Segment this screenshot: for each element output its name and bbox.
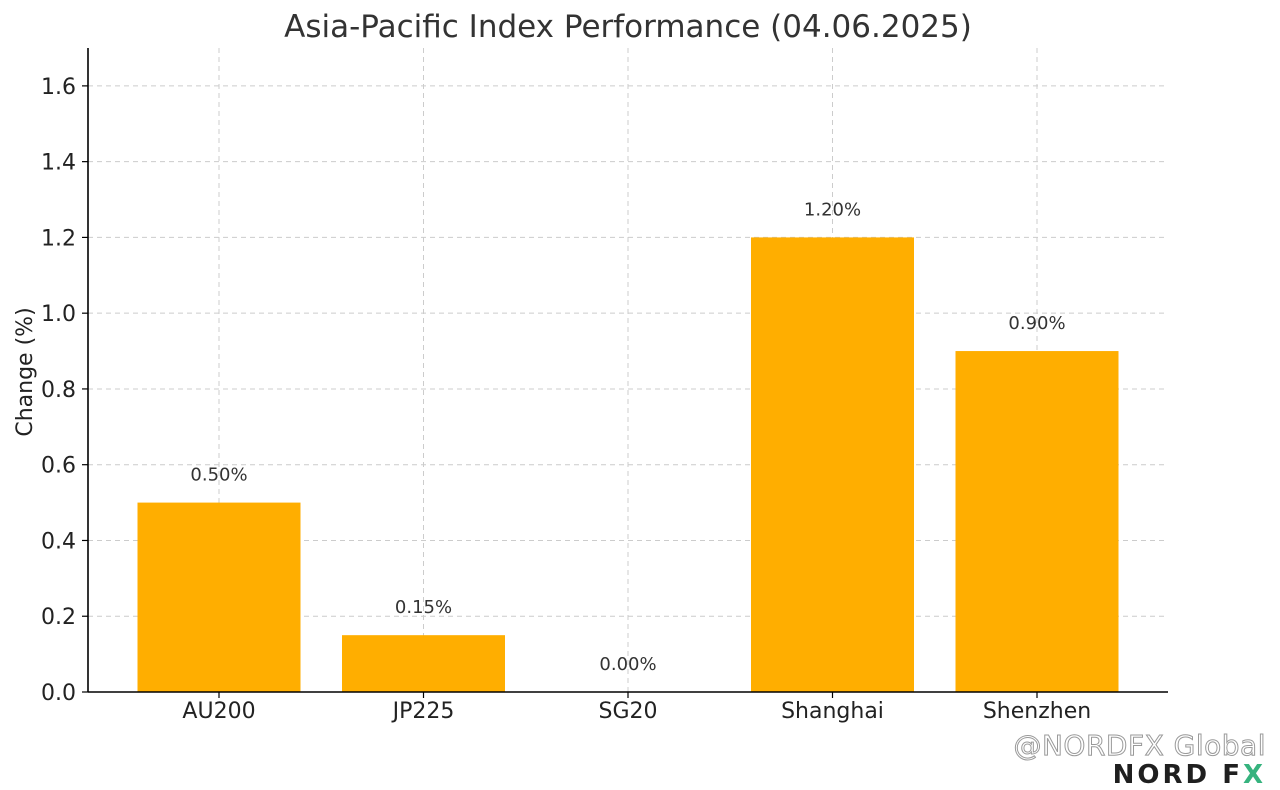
chart-title: Asia-Pacific Index Performance (04.06.20… [284, 9, 972, 45]
data-label-jp225: 0.15% [395, 597, 452, 618]
y-tick-label: 1.4 [41, 151, 76, 176]
y-tick-label: 0.0 [41, 681, 76, 706]
x-tick-label-jp225: JP225 [391, 699, 455, 724]
brand-logo-text: NORD F [1112, 760, 1243, 790]
bar-jp225 [342, 635, 505, 692]
y-tick-label: 0.2 [41, 605, 76, 630]
x-tick-label-shanghai: Shanghai [781, 699, 884, 724]
y-tick-label: 0.6 [41, 454, 76, 479]
x-axis-ticks: AU200 JP225 SG20 Shanghai Shenzhen [182, 692, 1091, 724]
data-labels: 0.50% 0.15% 0.00% 1.20% 0.90% [190, 199, 1065, 675]
x-tick-label-au200: AU200 [182, 699, 255, 724]
y-tick-label: 1.2 [41, 226, 76, 251]
brand-logo-x: X [1242, 760, 1266, 790]
y-tick-label: 1.0 [41, 302, 76, 327]
y-axis-ticks: 0.0 0.2 0.4 0.6 0.8 1.0 1.2 1.4 1.6 [41, 75, 88, 706]
bar-shanghai [751, 237, 914, 693]
y-axis-title: Change (%) [13, 307, 38, 436]
y-tick-label: 0.4 [41, 529, 76, 554]
bar-shenzhen [955, 351, 1119, 692]
data-label-au200: 0.50% [190, 465, 247, 486]
bars [137, 237, 1119, 693]
brand-logo: NORD FX [1013, 762, 1266, 788]
data-label-sg20: 0.00% [599, 654, 656, 675]
x-tick-label-sg20: SG20 [598, 699, 657, 724]
bar-au200 [137, 502, 301, 692]
watermark: @NORDFX Global NORD FX [1013, 729, 1266, 788]
data-label-shenzhen: 0.90% [1008, 313, 1065, 334]
data-label-shanghai: 1.20% [804, 199, 861, 220]
x-tick-label-shenzhen: Shenzhen [983, 699, 1091, 724]
watermark-handle: @NORDFX Global [1013, 729, 1266, 762]
y-tick-label: 1.6 [41, 75, 76, 100]
y-tick-label: 0.8 [41, 378, 76, 403]
